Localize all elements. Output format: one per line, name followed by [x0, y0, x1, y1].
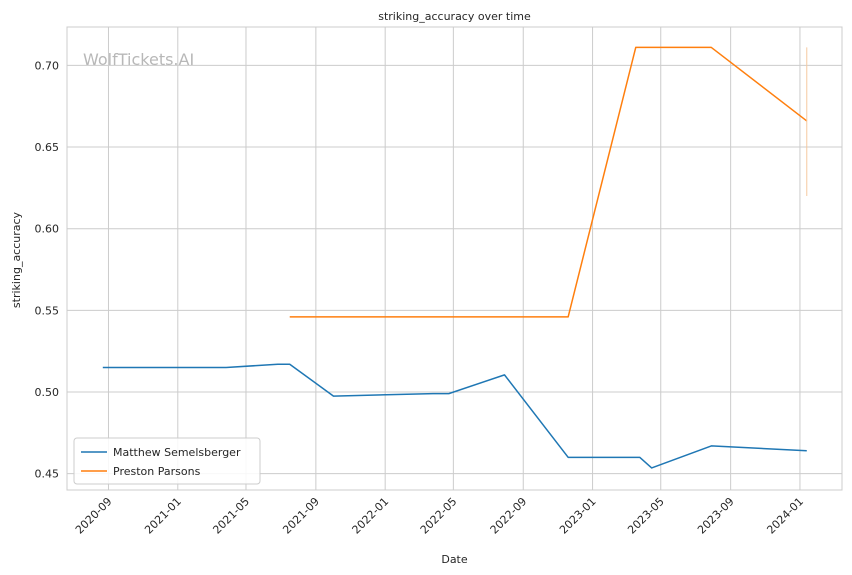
x-tick-label: 2023-01	[557, 495, 599, 537]
x-tick-label: 2022-01	[350, 495, 392, 537]
x-tick-label: 2024-01	[764, 495, 806, 537]
y-tick-label: 0.65	[35, 141, 60, 154]
legend: Matthew Semelsberger Preston Parsons	[73, 437, 261, 485]
x-tick-label: 2022-05	[418, 495, 460, 537]
x-tick-labels: 2020-09 2021-01 2021-05 2021-09 2022-01 2022-…	[73, 495, 806, 537]
x-tick-label: 2021-05	[210, 495, 252, 537]
series-layer	[102, 46, 808, 469]
series-line-1	[289, 46, 808, 318]
y-tick-label: 0.50	[35, 386, 60, 399]
legend-label-series-1: Preston Parsons	[113, 465, 201, 478]
chart-title: striking_accuracy over time	[378, 10, 531, 23]
x-tick-label: 2020-09	[73, 495, 115, 537]
y-tick-label: 0.45	[35, 468, 60, 481]
x-tick-label: 2023-05	[625, 495, 667, 537]
plot-area	[66, 26, 843, 491]
y-tick-label: 0.70	[35, 59, 60, 72]
y-axis-title: striking_accuracy	[10, 211, 23, 308]
legend-frame	[73, 437, 261, 485]
series-line-0	[102, 363, 807, 469]
y-tick-label: 0.55	[35, 304, 60, 317]
x-tick-label: 2022-09	[488, 495, 530, 537]
x-gridlines	[107, 27, 801, 490]
x-axis-title: Date	[441, 553, 468, 566]
legend-label-series-0: Matthew Semelsberger	[113, 446, 241, 459]
watermark: WolfTickets.AI	[83, 50, 194, 69]
x-tick-label: 2023-09	[695, 495, 737, 537]
x-tick-label: 2021-09	[280, 495, 322, 537]
y-tick-labels: 0.45 0.50 0.55 0.60 0.65 0.70	[35, 59, 60, 480]
y-tick-label: 0.60	[35, 223, 60, 236]
x-tick-label: 2021-01	[142, 495, 184, 537]
